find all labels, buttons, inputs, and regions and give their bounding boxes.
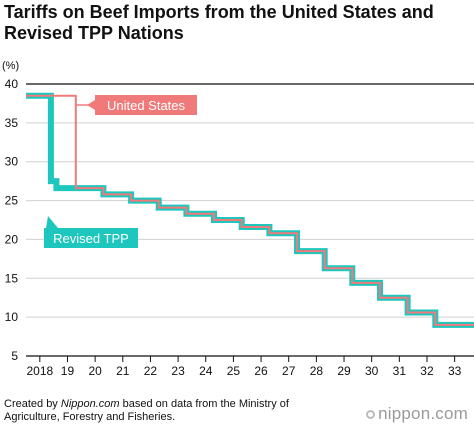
x-tick-label: 29 (337, 364, 351, 378)
y-tick-label: 25 (5, 194, 19, 208)
x-tick-label: 20 (88, 364, 102, 378)
x-tick-label: 19 (61, 364, 75, 378)
x-tick-label: 32 (420, 364, 434, 378)
y-tick-label: 20 (5, 232, 19, 246)
x-tick-label: 24 (199, 364, 213, 378)
y-axis-ticks: 5 10 15 20 25 30 35 40 (5, 77, 19, 363)
y-tick-label: 30 (5, 155, 19, 169)
series-line-revised-tpp (26, 92, 474, 328)
tariff-step-chart: 5 10 15 20 25 30 35 40 (%) 2018 19 20 21 22 23 24 25 26… (2, 60, 474, 378)
credit-site: Nippon.com (60, 398, 120, 410)
revised-tpp-label: Revised TPP (53, 231, 129, 246)
series-lines (26, 92, 474, 328)
x-tick-label: 21 (116, 364, 130, 378)
revised-tpp-callout-arrow (46, 216, 58, 228)
revised-tpp-label-box (44, 228, 138, 248)
series-line-united-states (26, 94, 474, 326)
x-tick-label: 27 (282, 364, 296, 378)
x-tick-label: 33 (448, 364, 462, 378)
x-tick-label: 30 (365, 364, 379, 378)
credit-prefix: Created by (4, 398, 61, 410)
y-tick-label: 35 (5, 116, 19, 130)
y-tick-label: 40 (5, 77, 19, 91)
x-tick-label: 25 (227, 364, 241, 378)
source-credit: Created by Nippon.com based on data from… (4, 398, 334, 424)
united-states-label: United States (107, 98, 186, 113)
x-tick-label: 23 (171, 364, 185, 378)
brand-text: nippon.com (378, 404, 468, 423)
x-tick-label: 26 (254, 364, 268, 378)
x-tick-label: 28 (310, 364, 324, 378)
united-states-callout-arrow (87, 100, 95, 110)
credit-suffix: based on data from the Ministry of Agric… (4, 398, 289, 423)
x-tick-label: 31 (393, 364, 407, 378)
y-tick-label: 5 (11, 349, 18, 363)
y-tick-label: 15 (5, 271, 19, 285)
grid-lines (26, 83, 474, 357)
x-axis-ticks: 2018 19 20 21 22 23 24 25 26 27 28 29 30 31 32 33 (26, 356, 462, 378)
x-tick-label: 22 (144, 364, 158, 378)
brand-logo: nippon.com (366, 404, 468, 424)
series-labels: United States Revised TPP (44, 95, 197, 248)
y-axis-label: (%) (2, 60, 19, 72)
united-states-label-box (95, 95, 197, 115)
x-tick-label: 2018 (26, 364, 53, 378)
y-tick-label: 10 (5, 310, 19, 324)
chart-title: Tariffs on Beef Imports from the United … (4, 2, 434, 43)
nippon-logo-icon (366, 410, 376, 419)
